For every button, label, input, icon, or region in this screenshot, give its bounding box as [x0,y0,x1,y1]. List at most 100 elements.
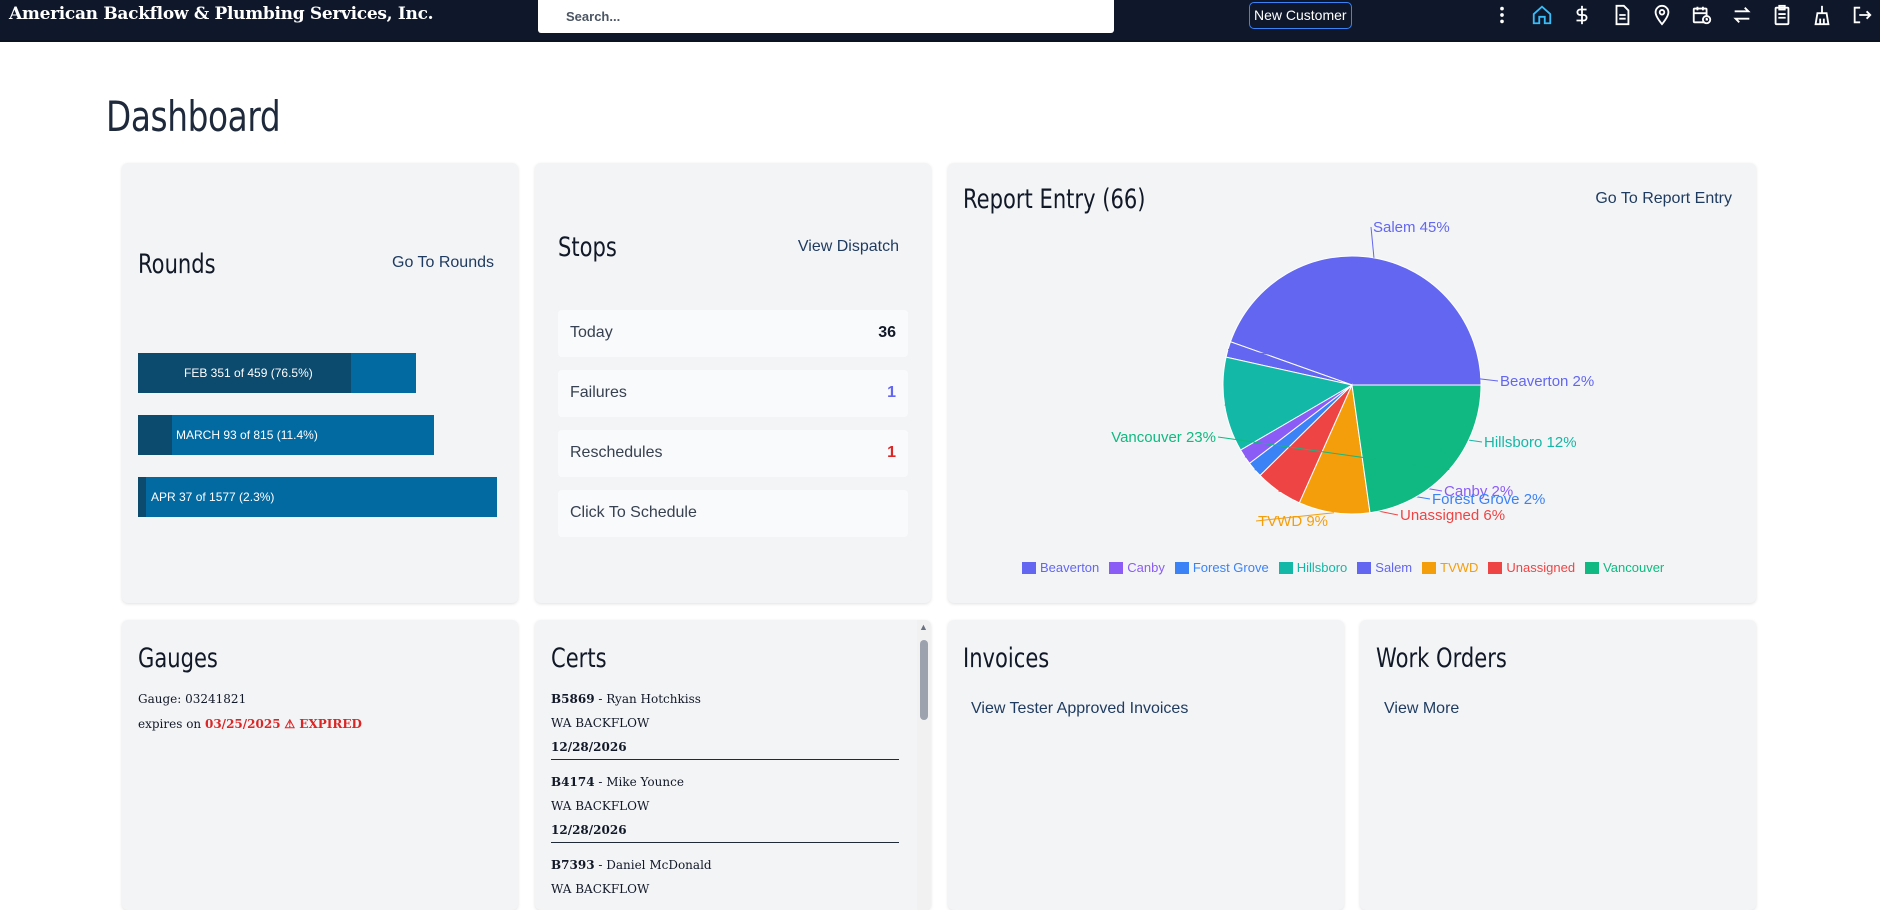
legend-swatch [1422,561,1437,574]
legend-item-canby[interactable]: Canby [1109,560,1165,575]
more-vertical-icon[interactable] [1482,0,1522,30]
logout-icon[interactable] [1842,0,1880,30]
clipboard-icon[interactable] [1762,0,1802,30]
view-tester-approved-invoices-link[interactable]: View Tester Approved Invoices [971,700,1189,717]
pie-slice-label: Unassigned 6% [1400,507,1505,524]
legend-item-vancouver[interactable]: Vancouver [1585,560,1664,575]
expired-badge: ⚠ EXPIRED [284,717,362,731]
legend-label: Vancouver [1603,560,1665,575]
page-title: Dashboard [106,92,281,141]
legend-item-forest-grove[interactable]: Forest Grove [1174,560,1269,575]
scroll-up-icon[interactable]: ▲ [919,622,928,632]
cert-holder-line: B7393 - Daniel McDonald [551,858,712,872]
stops-title: Stops [558,232,617,263]
stops-row-label: Reschedules [570,444,663,461]
round-progress-bar[interactable]: APR 37 of 1577 (2.3%) [138,477,497,517]
legend-item-beaverton[interactable]: Beaverton [1022,560,1099,575]
round-progress-fill [138,477,147,517]
pie-label-leader [1217,436,1450,471]
cert-holder-name: - Mike Younce [594,775,684,789]
stops-row-label: Click To Schedule [570,504,697,521]
legend-swatch [1174,561,1189,574]
broom-icon[interactable] [1802,0,1842,30]
cert-holder-line: B4174 - Mike Younce [551,775,684,789]
round-progress-label: FEB 351 of 459 (76.5%) [184,366,313,380]
rounds-card: Rounds Go To Rounds FEB 351 of 459 (76.5… [122,163,518,603]
stops-row-today[interactable]: Today 36 [558,310,908,357]
legend-label: Canby [1127,560,1165,575]
work-orders-title: Work Orders [1376,643,1507,674]
expires-label: expires on [138,717,202,731]
certs-card: Certs B5869 - Ryan Hotchkiss WA BACKFLOW 1… [535,620,931,910]
expires-date: 03/25/2025 [204,717,281,731]
round-progress-fill [138,353,351,393]
calendar-clock-icon[interactable] [1682,0,1722,30]
pie-slice-salem[interactable] [1229,255,1482,386]
cert-expiry-date: 12/28/2026 [551,823,627,837]
pie-slice-label: Salem 45% [1373,219,1450,236]
go-to-report-entry-link[interactable]: Go To Report Entry [1595,190,1732,207]
pie-slice-label: Hillsboro 12% [1484,434,1577,451]
cert-id: B7393 [551,858,595,872]
pie-label-leader [1255,512,1335,522]
round-progress-label: APR 37 of 1577 (2.3%) [151,490,275,504]
cert-type: WA BACKFLOW [551,799,650,813]
legend-label: Salem [1375,560,1413,575]
cert-divider [551,842,899,843]
legend-item-tvwd[interactable]: TVWD [1422,560,1478,575]
cert-type: WA BACKFLOW [551,716,650,730]
cert-divider [551,759,899,760]
stops-row-label: Today [570,324,613,341]
stops-row-label: Failures [570,384,627,401]
legend-label: Hillsboro [1296,560,1348,575]
view-more-work-orders-link[interactable]: View More [1384,700,1460,717]
home-icon[interactable] [1522,0,1562,30]
legend-label: Unassigned [1506,560,1576,575]
pie-slice-label: Forest Grove 2% [1432,491,1545,508]
invoices-card: Invoices View Tester Approved Invoices [948,620,1344,910]
legend-item-hillsboro[interactable]: Hillsboro [1278,560,1348,575]
go-to-rounds-link[interactable]: Go To Rounds [392,254,494,271]
work-orders-card: Work Orders View More [1360,620,1756,910]
legend-label: TVWD [1440,560,1479,575]
legend-swatch [1278,561,1293,574]
map-pin-icon[interactable] [1642,0,1682,30]
swap-icon[interactable] [1722,0,1762,30]
stops-row-count: 1 [887,384,896,401]
view-dispatch-link[interactable]: View Dispatch [797,238,899,255]
scrollbar-thumb[interactable] [920,640,928,720]
cert-holder-name: - Daniel McDonald [594,858,712,872]
legend-swatch [1357,561,1372,574]
invoices-title: Invoices [963,643,1050,674]
round-progress-bar[interactable]: FEB 351 of 459 (76.5%) [138,353,416,393]
legend-item-unassigned[interactable]: Unassigned [1488,560,1575,575]
report-entry-title: Report Entry (66) [963,184,1146,215]
legend-label: Forest Grove [1192,560,1269,575]
gauge-expiry-line: expires on 03/25/2025 ⚠ EXPIRED [138,717,362,731]
pie-label-leader [1370,226,1375,258]
legend-swatch [1109,561,1124,574]
gauge-label: Gauge: [138,692,182,706]
brand-name[interactable]: American Backflow & Plumbing Services, I… [9,4,434,24]
nav-icon-group [1482,0,1880,30]
stops-row-click-to-schedule[interactable]: Click To Schedule [558,490,908,537]
stops-row-failures[interactable]: Failures 1 [558,370,908,417]
stops-row-count: 36 [878,324,896,341]
dollar-icon[interactable] [1562,0,1602,30]
pie-legend: Beaverton Canby Forest Grove Hillsboro Salem… [1022,560,1664,575]
stops-row-reschedules[interactable]: Reschedules 1 [558,430,908,477]
document-icon[interactable] [1602,0,1642,30]
search-input[interactable] [538,0,1114,33]
stops-row-count: 1 [887,444,896,461]
new-customer-button[interactable]: New Customer [1249,2,1352,29]
certs-scrollbar[interactable]: ▲ [917,620,931,910]
legend-swatch [1488,561,1503,574]
stops-card: Stops View Dispatch Today 36 Failures 1 Resc… [535,163,931,603]
round-progress-bar[interactable]: MARCH 93 of 815 (11.4%) [138,415,434,455]
round-progress-label: MARCH 93 of 815 (11.4%) [176,428,318,442]
pie-label-leader [1227,348,1499,382]
pie-slice-vancouver[interactable] [1351,384,1482,514]
legend-item-salem[interactable]: Salem [1357,560,1412,575]
pie-slice-label: Beaverton 2% [1500,373,1594,390]
